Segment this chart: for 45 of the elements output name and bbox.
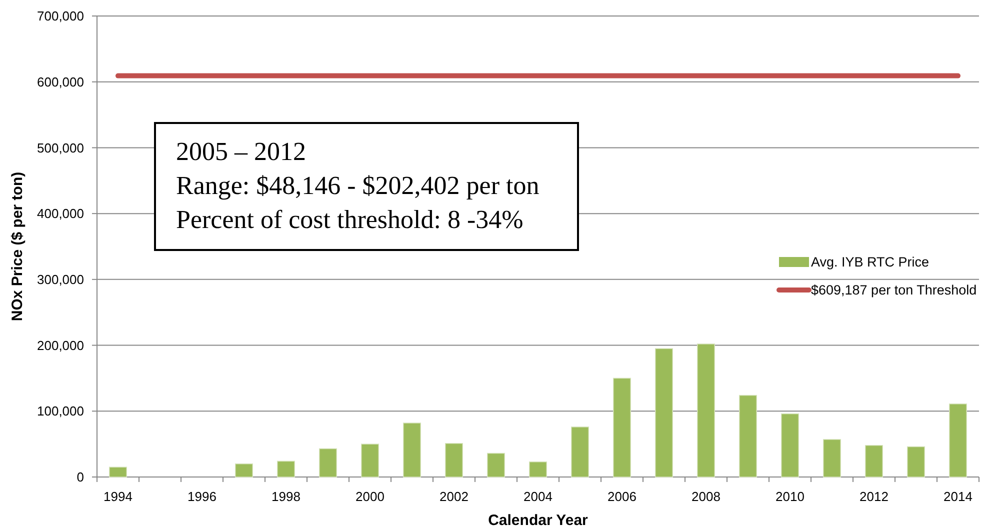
bar [234,463,254,478]
y-tick-label: 100,000 [37,404,84,419]
y-tick-label: 200,000 [37,338,84,353]
bar [486,452,506,478]
bar [696,344,716,478]
x-tick-label: 1998 [272,489,300,504]
bar [738,394,758,478]
y-axis-title: NOx Price ($ per ton) [9,172,26,322]
bar [654,348,674,478]
bar [402,422,422,478]
x-tick-label: 1996 [188,489,216,504]
x-axis-title: Calendar Year [488,512,588,529]
bar [570,426,590,478]
y-tick-label: 500,000 [37,140,84,156]
x-tick-label: 2002 [440,489,468,504]
x-tick-label: 2008 [692,489,720,504]
y-tick-label: 0 [76,470,84,485]
bar [528,461,548,478]
bar [948,404,968,478]
x-tick-label: 2010 [776,489,804,504]
y-tick-label: 700,000 [37,8,84,24]
x-tick-label: 2012 [860,489,888,504]
annotation: Range: $48,146 - $202,402 per ton [176,171,540,200]
bar [108,466,128,478]
bar [318,448,338,478]
x-tick-label: 2014 [944,489,972,504]
bar [822,439,842,478]
y-tick-label: 300,000 [37,272,84,287]
bar [444,443,464,478]
x-tick-label: 1994 [104,489,132,504]
bar [276,460,296,478]
x-tick-label: 2000 [356,489,384,504]
annotation: Percent of cost threshold: 8 -34% [176,205,524,234]
legend-label: Avg. IYB RTC Price [811,254,930,270]
y-tick-label: 400,000 [37,206,84,222]
x-tick-label: 2006 [608,489,636,504]
bar [360,444,380,478]
bar [864,444,884,478]
annotation: 2005 – 2012 [176,137,306,166]
bar [612,378,632,478]
legend-label: $609,187 per ton Threshold [811,282,977,298]
y-tick-label: 600,000 [37,74,84,90]
x-tick-label: 2004 [524,489,552,504]
bar [780,413,800,478]
bar [906,446,926,478]
